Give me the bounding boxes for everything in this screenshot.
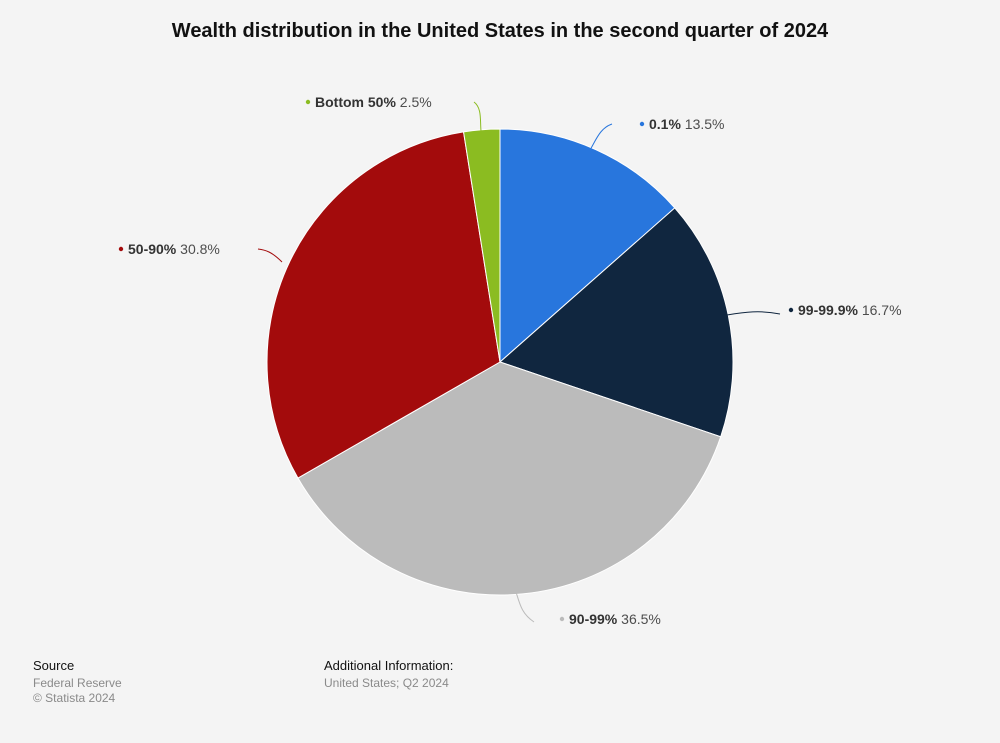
label-category: 50-90% [128, 241, 177, 257]
pie-slice-90-99[interactable] [297, 361, 722, 596]
leader-line-bottom-50 [473, 101, 482, 132]
pie-slice-0-1[interactable] [499, 128, 676, 364]
copyright-text: © Statista 2024 [33, 691, 116, 705]
pie-slice-99-99-9[interactable] [499, 207, 734, 438]
label-category: 0.1% [649, 116, 681, 132]
source-link[interactable]: Federal Reserve [33, 676, 122, 690]
data-label-50-90: 50-90% 30.8% [128, 241, 220, 257]
label-value: 13.5% [681, 116, 725, 132]
leader-line-0-1 [589, 123, 613, 151]
leader-line-90-99 [515, 591, 535, 623]
label-category: 99-99.9% [798, 302, 858, 318]
label-marker-0-1 [639, 121, 645, 127]
pie-slices [266, 128, 734, 596]
pie-slice-bottom-50[interactable] [462, 128, 501, 363]
label-marker-bottom-50 [305, 99, 311, 105]
pie-chart: 0.1% 13.5% 99-99.9% 16.7% 90-99% 36.5% 50-9… [118, 94, 902, 627]
label-value: 30.8% [176, 241, 220, 257]
data-label-90-99: 90-99% 36.5% [569, 611, 661, 627]
data-label-0-1: 0.1% 13.5% [649, 116, 725, 132]
pie-slice-50-90[interactable] [266, 131, 501, 479]
label-value: 36.5% [617, 611, 661, 627]
label-marker-99-99-9 [788, 307, 794, 313]
data-label-99-99-9: 99-99.9% 16.7% [798, 302, 902, 318]
additional-info-text: United States; Q2 2024 [324, 676, 449, 690]
label-marker-90-99 [559, 616, 565, 622]
source-heading: Source [33, 658, 75, 673]
data-label-bottom-50: Bottom 50% 2.5% [315, 94, 432, 110]
additional-info-heading: Additional Information: [324, 658, 454, 673]
leader-line-99-99-9 [726, 311, 781, 316]
chart-title: Wealth distribution in the United States… [171, 20, 829, 42]
label-category: Bottom 50% [315, 94, 396, 110]
label-value: 16.7% [858, 302, 902, 318]
label-marker-50-90 [118, 246, 124, 252]
label-category: 90-99% [569, 611, 618, 627]
leader-line-50-90 [257, 248, 283, 263]
label-value: 2.5% [396, 94, 432, 110]
pie-labels: 0.1% 13.5% 99-99.9% 16.7% 90-99% 36.5% 50-9… [118, 94, 902, 627]
